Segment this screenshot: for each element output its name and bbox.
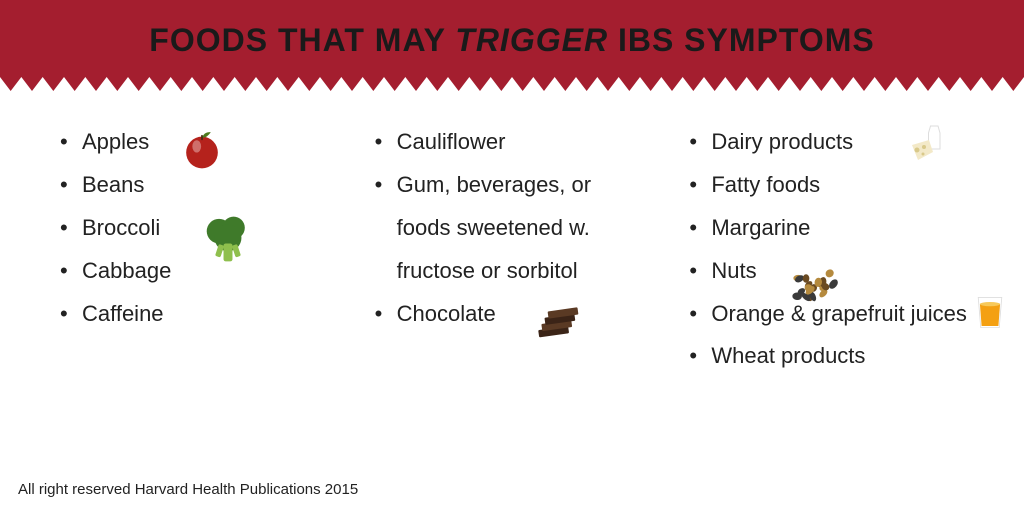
list-item: Dairy products (689, 121, 984, 164)
list-item: Gum, beverages, or (375, 164, 670, 207)
list-item: Broccoli (60, 207, 355, 250)
zigzag-divider (0, 77, 1024, 91)
list-item: Margarine (689, 207, 984, 250)
list-item: Fatty foods (689, 164, 984, 207)
list-item: Beans (60, 164, 355, 207)
list-item: fructose or sorbitol (375, 250, 670, 293)
header-banner: FOODS THAT MAY TRIGGER IBS SYMPTOMS (0, 0, 1024, 77)
column-3: Dairy productsFatty foodsMargarineNutsOr… (689, 121, 984, 378)
list-item: Caffeine (60, 293, 355, 336)
list-1: ApplesBeansBroccoliCabbageCaffeine (60, 121, 355, 335)
list-item: Chocolate (375, 293, 670, 336)
list-item: Wheat products (689, 335, 984, 378)
title-post: IBS SYMPTOMS (608, 22, 875, 58)
list-item: Nuts (689, 250, 984, 293)
list-item: Orange & grapefruit juices (689, 293, 984, 336)
list-item: Apples (60, 121, 355, 164)
list-2: CauliflowerGum, beverages, orfoods sweet… (375, 121, 670, 335)
footer-copyright: All right reserved Harvard Health Public… (18, 481, 358, 498)
list-item: Cauliflower (375, 121, 670, 164)
list-3: Dairy productsFatty foodsMargarineNutsOr… (689, 121, 984, 378)
page-title: FOODS THAT MAY TRIGGER IBS SYMPTOMS (0, 22, 1024, 59)
column-2: CauliflowerGum, beverages, orfoods sweet… (375, 121, 670, 378)
column-1: ApplesBeansBroccoliCabbageCaffeine (60, 121, 355, 378)
title-emphasis: TRIGGER (455, 22, 608, 58)
content-columns: ApplesBeansBroccoliCabbageCaffeine Cauli… (0, 91, 1024, 378)
title-pre: FOODS THAT MAY (149, 22, 455, 58)
list-item: foods sweetened w. (375, 207, 670, 250)
list-item: Cabbage (60, 250, 355, 293)
